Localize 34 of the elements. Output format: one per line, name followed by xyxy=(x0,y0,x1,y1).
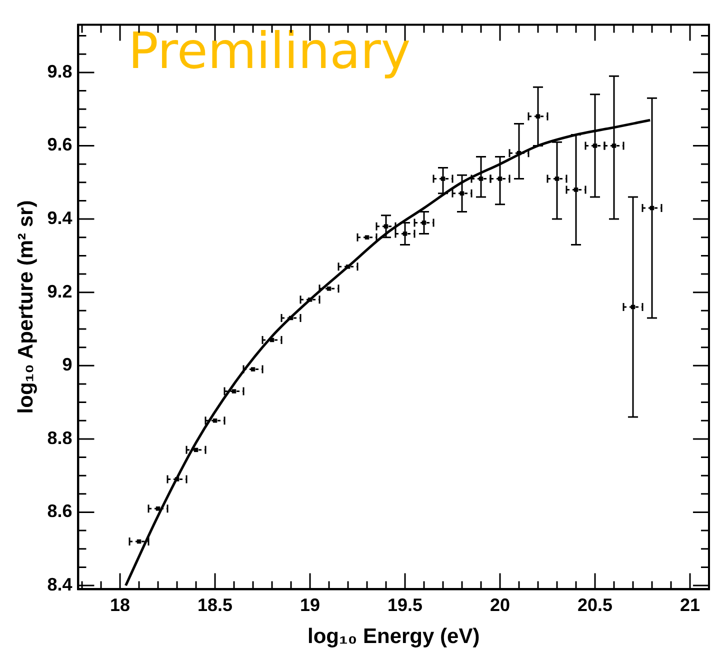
x-tick-label: 20.5 xyxy=(577,594,613,615)
point xyxy=(554,176,560,181)
x-axis-title: log₁₀ Energy (eV) xyxy=(308,625,480,648)
point xyxy=(174,477,180,482)
point xyxy=(308,298,312,302)
x-tick-label: 21 xyxy=(680,594,700,615)
point xyxy=(364,235,370,240)
x-tick-label: 18.5 xyxy=(197,594,233,615)
y-tick-label: 9.4 xyxy=(47,208,72,228)
y-tick-label: 8.8 xyxy=(47,428,72,448)
point xyxy=(478,176,484,181)
y-tick-label: 9.2 xyxy=(47,281,72,302)
y-tick-label: 9.8 xyxy=(47,61,72,82)
x-tick-label: 18 xyxy=(110,594,130,615)
point xyxy=(498,176,502,181)
point xyxy=(250,367,256,372)
annotation: Premilinary xyxy=(128,22,411,80)
point xyxy=(612,144,616,148)
point xyxy=(422,220,426,225)
x-tick-label: 19 xyxy=(300,594,320,615)
point xyxy=(592,144,598,148)
y-tick-label: 8.6 xyxy=(47,501,72,522)
y-tick-label: 8.4 xyxy=(47,574,72,595)
x-tick-label: 19.5 xyxy=(387,594,423,615)
point xyxy=(440,176,446,181)
x-tick-label: 20 xyxy=(490,594,510,615)
point xyxy=(574,188,578,192)
y-axis-title: log₁₀ Aperture (m² sr) xyxy=(14,200,38,414)
point xyxy=(326,286,332,291)
point xyxy=(402,232,408,236)
y-tick-label: 9.6 xyxy=(47,134,72,155)
point xyxy=(346,264,350,269)
point xyxy=(232,389,236,394)
y-tick-label: 9 xyxy=(62,354,72,375)
